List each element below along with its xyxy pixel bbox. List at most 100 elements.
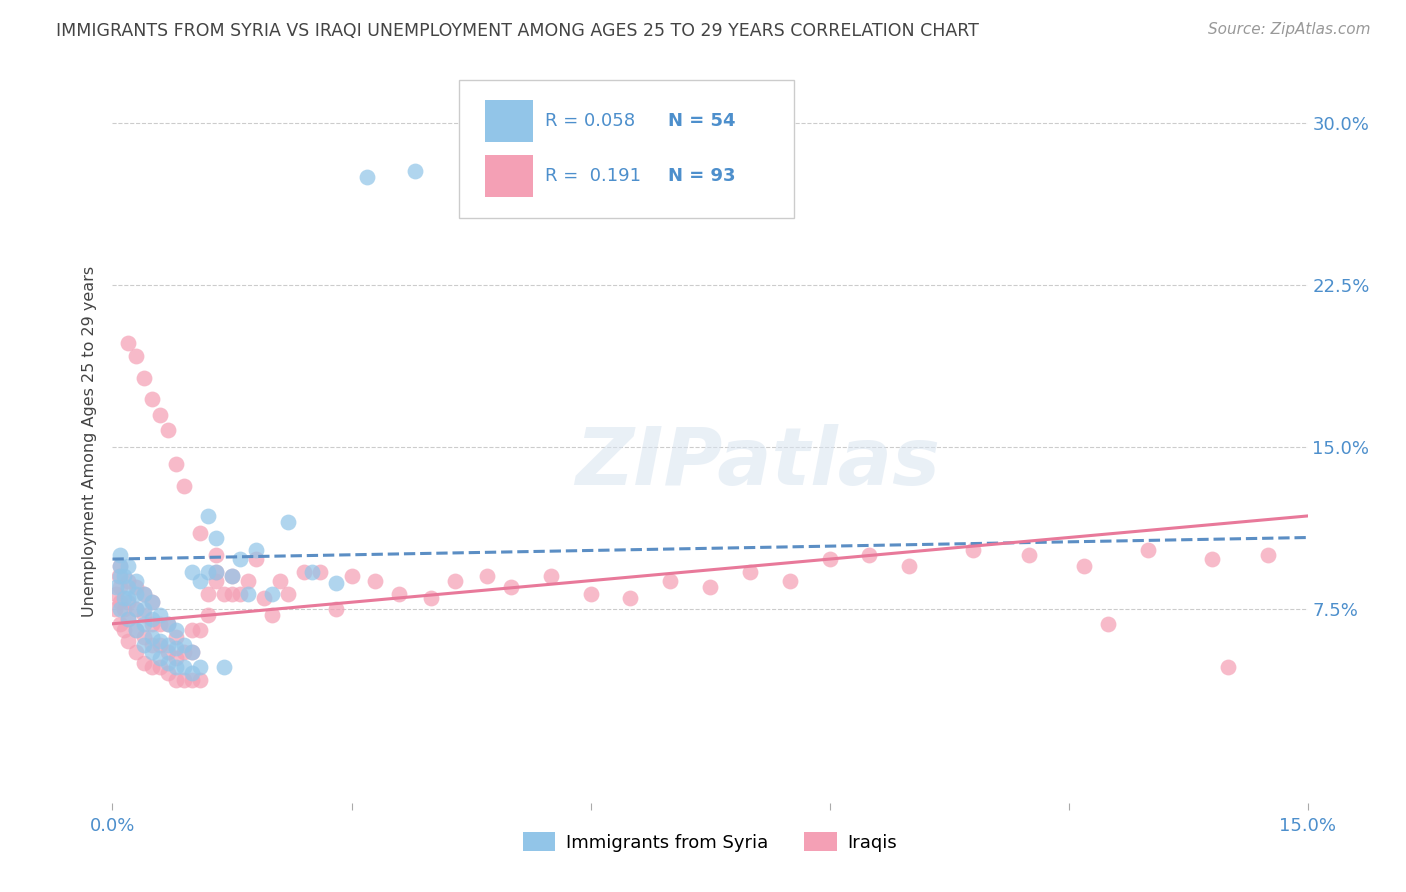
Point xyxy=(779,574,801,588)
Point xyxy=(105,580,128,594)
Point xyxy=(125,574,148,588)
Point xyxy=(125,601,148,615)
Point xyxy=(165,660,187,674)
Point xyxy=(212,586,235,600)
Point xyxy=(499,580,522,594)
Point xyxy=(236,574,259,588)
Point xyxy=(117,591,139,605)
Text: R = 0.058: R = 0.058 xyxy=(546,112,636,129)
Point xyxy=(125,586,148,600)
Point xyxy=(149,651,172,665)
Point xyxy=(188,673,211,687)
Point xyxy=(125,580,148,594)
Point xyxy=(110,569,132,583)
Point xyxy=(173,660,195,674)
Point xyxy=(157,656,180,670)
Point xyxy=(1257,548,1279,562)
Point xyxy=(114,591,135,605)
Point xyxy=(104,601,127,615)
Point xyxy=(134,586,156,600)
Point xyxy=(157,666,180,681)
Point xyxy=(134,638,156,652)
Point xyxy=(125,624,148,638)
Point xyxy=(659,574,682,588)
Point xyxy=(181,645,204,659)
Point xyxy=(205,565,228,579)
Point xyxy=(221,586,243,600)
Bar xyxy=(485,155,533,197)
Point xyxy=(221,569,243,583)
Point xyxy=(114,624,135,638)
Point xyxy=(188,660,211,674)
Point xyxy=(117,580,139,594)
Text: R =  0.191: R = 0.191 xyxy=(546,168,641,186)
Point xyxy=(738,565,761,579)
Point xyxy=(134,616,156,631)
Point xyxy=(364,574,387,588)
Point xyxy=(205,531,228,545)
Point xyxy=(181,624,204,638)
Point xyxy=(221,569,243,583)
Point xyxy=(212,660,235,674)
Point xyxy=(117,336,139,351)
Point xyxy=(245,543,267,558)
Point xyxy=(141,616,163,631)
Point xyxy=(475,569,498,583)
Point xyxy=(962,543,984,558)
Point xyxy=(134,371,156,385)
Point xyxy=(134,601,156,615)
Point xyxy=(420,591,443,605)
Point xyxy=(277,516,299,530)
Point xyxy=(134,656,156,670)
Point xyxy=(388,586,411,600)
Point xyxy=(165,673,187,687)
Point xyxy=(181,645,204,659)
Point xyxy=(141,595,163,609)
Point xyxy=(108,569,131,583)
Point xyxy=(114,569,135,583)
Point xyxy=(110,558,132,573)
Point xyxy=(356,170,378,185)
Point xyxy=(117,612,139,626)
Point xyxy=(260,586,283,600)
Point xyxy=(253,591,276,605)
Bar xyxy=(485,100,533,142)
Point xyxy=(149,634,172,648)
Point xyxy=(157,616,180,631)
Point xyxy=(540,569,562,583)
Point xyxy=(149,408,172,422)
Point xyxy=(157,616,180,631)
Point xyxy=(165,457,187,471)
Point xyxy=(181,666,204,681)
Point xyxy=(188,624,211,638)
Point xyxy=(301,565,323,579)
Point xyxy=(141,630,163,644)
Point xyxy=(444,574,467,588)
Point xyxy=(619,591,641,605)
Point xyxy=(340,569,363,583)
Point xyxy=(260,608,283,623)
Point xyxy=(197,608,219,623)
Point xyxy=(110,548,132,562)
Point xyxy=(818,552,841,566)
Point xyxy=(149,616,172,631)
Point xyxy=(197,586,219,600)
Point xyxy=(117,558,139,573)
Point xyxy=(117,634,139,648)
Point xyxy=(699,580,721,594)
Point xyxy=(1216,660,1239,674)
Point xyxy=(173,638,195,652)
Point xyxy=(117,612,139,626)
Text: N = 93: N = 93 xyxy=(668,168,735,186)
Point xyxy=(1073,558,1095,573)
Point xyxy=(229,552,252,566)
Point xyxy=(197,508,219,523)
Point xyxy=(149,638,172,652)
Point xyxy=(157,423,180,437)
Point xyxy=(105,586,128,600)
Point xyxy=(141,638,163,652)
Point xyxy=(205,565,228,579)
Text: N = 54: N = 54 xyxy=(668,112,735,129)
Point xyxy=(404,164,426,178)
Point xyxy=(117,574,139,588)
